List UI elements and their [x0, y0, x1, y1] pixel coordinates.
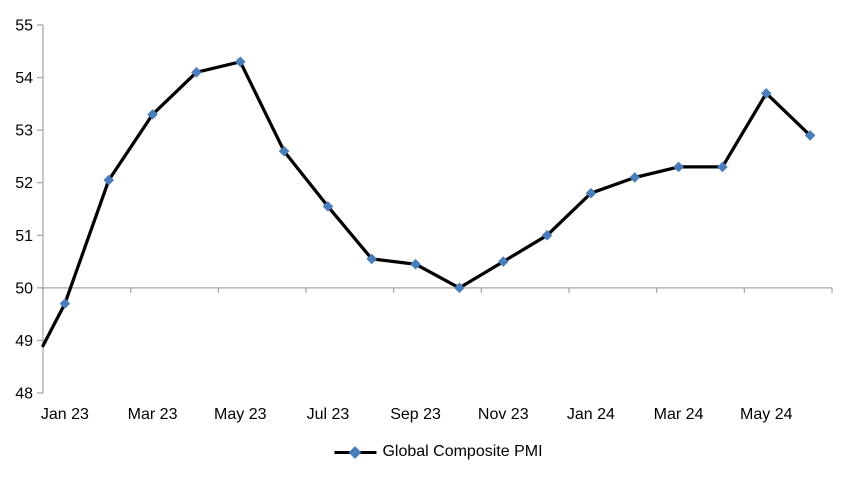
y-axis-tick-label: 50 — [15, 280, 33, 297]
x-axis-tick-label: Mar 24 — [654, 406, 704, 423]
data-point-marker — [804, 130, 816, 141]
data-point-marker — [585, 187, 597, 199]
data-point-marker — [191, 67, 202, 78]
y-axis-tick-label: 52 — [15, 175, 33, 192]
data-point-marker — [234, 56, 246, 68]
y-axis-tick-label: 48 — [15, 386, 33, 403]
y-axis-tick-label: 53 — [15, 123, 33, 140]
legend-line-marker-icon — [334, 445, 377, 459]
x-axis-tick-label: Jan 23 — [41, 406, 89, 423]
y-axis-tick-label: 55 — [15, 18, 33, 35]
data-point-marker — [103, 174, 115, 186]
legend-label: Global Composite PMI — [382, 443, 543, 460]
data-point-marker — [59, 298, 71, 309]
data-point-marker — [147, 109, 158, 120]
y-axis-tick-label: 54 — [15, 70, 33, 87]
x-axis-tick-label: Mar 23 — [128, 406, 178, 423]
data-point-marker — [541, 229, 553, 241]
x-axis-tick-label: Nov 23 — [478, 406, 529, 423]
x-axis-tick-label: May 23 — [214, 406, 267, 423]
data-point-marker — [673, 161, 684, 173]
x-axis-tick-label: Sep 23 — [390, 406, 441, 423]
x-axis-tick-label: Jan 24 — [567, 406, 615, 423]
data-point-marker — [410, 258, 421, 270]
legend-diamond-icon — [348, 445, 362, 459]
data-point-marker — [366, 253, 378, 265]
data-point-marker — [497, 256, 509, 267]
data-point-marker — [717, 161, 728, 173]
data-point-marker — [322, 201, 334, 212]
data-point-marker — [278, 145, 290, 157]
x-axis-tick-label: May 24 — [740, 406, 793, 423]
data-point-marker — [629, 172, 641, 183]
data-point-marker — [760, 88, 772, 99]
x-axis-tick-label: Jul 23 — [307, 406, 350, 423]
y-axis-tick-label: 49 — [15, 333, 33, 350]
data-point-marker — [454, 282, 465, 294]
y-axis-tick-label: 51 — [15, 228, 33, 245]
legend: Global Composite PMI — [334, 442, 543, 462]
series-line-global-composite-pmi — [41, 60, 812, 348]
